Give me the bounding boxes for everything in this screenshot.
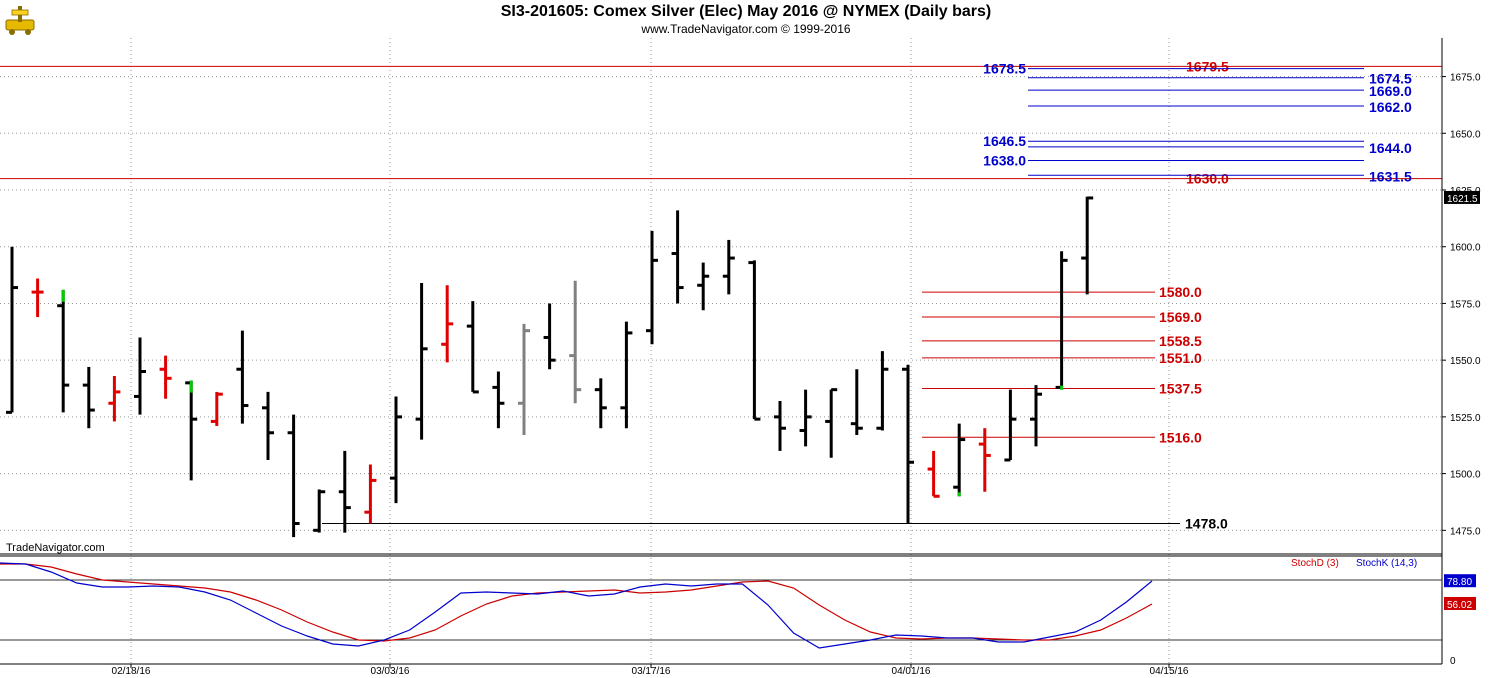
copyright-text: www.TradeNavigator.com © 1999-2016 [641, 22, 851, 36]
red-level-label: 1630.0 [1186, 171, 1229, 187]
ohlc-bar [1055, 251, 1068, 390]
price-tick-label: 1575.0 [1450, 299, 1481, 310]
ohlc-bar [287, 414, 300, 538]
ohlc-bar [876, 351, 889, 431]
ohlc-bar [82, 366, 95, 429]
date-tick-label: 03/17/16 [632, 666, 671, 677]
stochastic-panel: 0 56.02 78.80 StochD (3) StochK (14,3) [0, 558, 1476, 667]
ohlc-bar [159, 355, 172, 399]
ohlc-bar [671, 210, 684, 304]
ohlc-bar [210, 391, 223, 426]
ohlc-bar [927, 450, 940, 498]
ohlc-bar [518, 323, 530, 436]
last-price-box [1444, 190, 1480, 204]
stoch-series-line [0, 562, 1153, 649]
red-level-label: 1537.5 [1159, 381, 1202, 397]
blue-level-label: 1674.5 [1369, 71, 1412, 87]
date-tick-label: 03/03/16 [371, 666, 410, 677]
ohlc-bar [543, 303, 556, 370]
date-tick-label: 04/01/16 [892, 666, 931, 677]
ohlc-bar [748, 260, 761, 421]
ohlc-bar [722, 239, 735, 295]
blue-level-label: 1638.0 [983, 153, 1026, 169]
ohlc-bar [262, 391, 274, 460]
ohlc-bar [902, 364, 914, 524]
ohlc-bar [6, 246, 18, 414]
ohlc-bar [1004, 389, 1017, 462]
ohlc-bar [134, 337, 146, 415]
trade-navigator-logo-icon [5, 6, 35, 35]
ohlc-bar [1030, 385, 1042, 447]
price-tick-label: 1475.0 [1450, 526, 1481, 537]
blue-level-label: 1678.5 [983, 61, 1026, 77]
red-level-label: 1580.0 [1159, 284, 1202, 300]
ohlc-bar [441, 285, 454, 363]
price-tick-label: 1500.0 [1450, 470, 1481, 481]
ohlc-bar [364, 464, 377, 524]
red-level-label: 1558.5 [1159, 333, 1202, 349]
stoch-last-box [1444, 596, 1476, 610]
ohlc-bar [31, 278, 44, 318]
support-level-label: 1478.0 [1185, 516, 1228, 532]
ohlc-bar [825, 388, 838, 458]
stoch-legend-d: StochD (3) [1291, 558, 1339, 569]
ohlc-bar [313, 489, 326, 533]
ohlc-bar [620, 321, 633, 429]
ohlc-bar [57, 289, 70, 413]
price-tick-label: 1650.0 [1450, 129, 1481, 140]
blue-level-label: 1669.0 [1369, 83, 1412, 99]
stoch-legend-k: StochK (14,3) [1356, 558, 1417, 569]
stoch-last-label: 56.02 [1447, 600, 1472, 611]
red-level-label: 1679.5 [1186, 58, 1229, 74]
price-bars [6, 196, 1094, 538]
price-tick-label: 1525.0 [1450, 413, 1481, 424]
ohlc-bar [697, 262, 710, 311]
axes: 02/18/16 03/03/16 03/17/16 04/01/16 04/15/16… [0, 38, 1481, 677]
ohlc-bar [594, 378, 607, 429]
ohlc-bar [492, 371, 505, 429]
ohlc-bar [236, 330, 249, 424]
stoch-series-line [0, 563, 1153, 642]
watermark-text: TradeNavigator.com [6, 542, 105, 554]
ohlc-bar [185, 380, 198, 481]
ohlc-bar [850, 369, 863, 436]
red-level-label: 1516.0 [1159, 429, 1202, 445]
date-tick-label: 04/15/16 [1150, 666, 1189, 677]
ohlc-bar [1081, 196, 1094, 295]
ohlc-bar [799, 389, 812, 447]
blue-level-label: 1631.5 [1369, 168, 1412, 184]
stoch-last-label: 78.80 [1447, 577, 1472, 588]
ohlc-bar [390, 396, 402, 504]
last-price-label: 1621.5 [1447, 194, 1478, 205]
ohlc-bar [953, 423, 966, 497]
ohlc-bar [466, 301, 479, 394]
ohlc-bar [338, 450, 351, 533]
red-level-label: 1569.0 [1159, 309, 1202, 325]
ohlc-bar [415, 283, 428, 440]
price-tick-label: 1600.0 [1450, 243, 1481, 254]
date-tick-label: 02/18/16 [112, 666, 151, 677]
ohlc-bar [108, 376, 121, 422]
red-level-label: 1551.0 [1159, 350, 1202, 366]
blue-level-label: 1662.0 [1369, 99, 1412, 115]
stoch-tick-label: 0 [1450, 656, 1456, 667]
blue-level-label: 1644.0 [1369, 140, 1412, 156]
price-tick-label: 1675.0 [1450, 73, 1481, 84]
stoch-last-box [1444, 574, 1476, 588]
blue-level-label: 1646.5 [983, 133, 1026, 149]
chart-header: SI3-201605: Comex Silver (Elec) May 2016… [0, 0, 1492, 38]
price-tick-label: 1550.0 [1450, 356, 1481, 367]
chart-title: SI3-201605: Comex Silver (Elec) May 2016… [500, 3, 992, 20]
ohlc-bar [978, 428, 991, 492]
ohlc-bar [646, 230, 658, 345]
ohlc-bar [774, 400, 786, 451]
grid-layer [0, 38, 1442, 664]
ohlc-bar [569, 280, 582, 404]
